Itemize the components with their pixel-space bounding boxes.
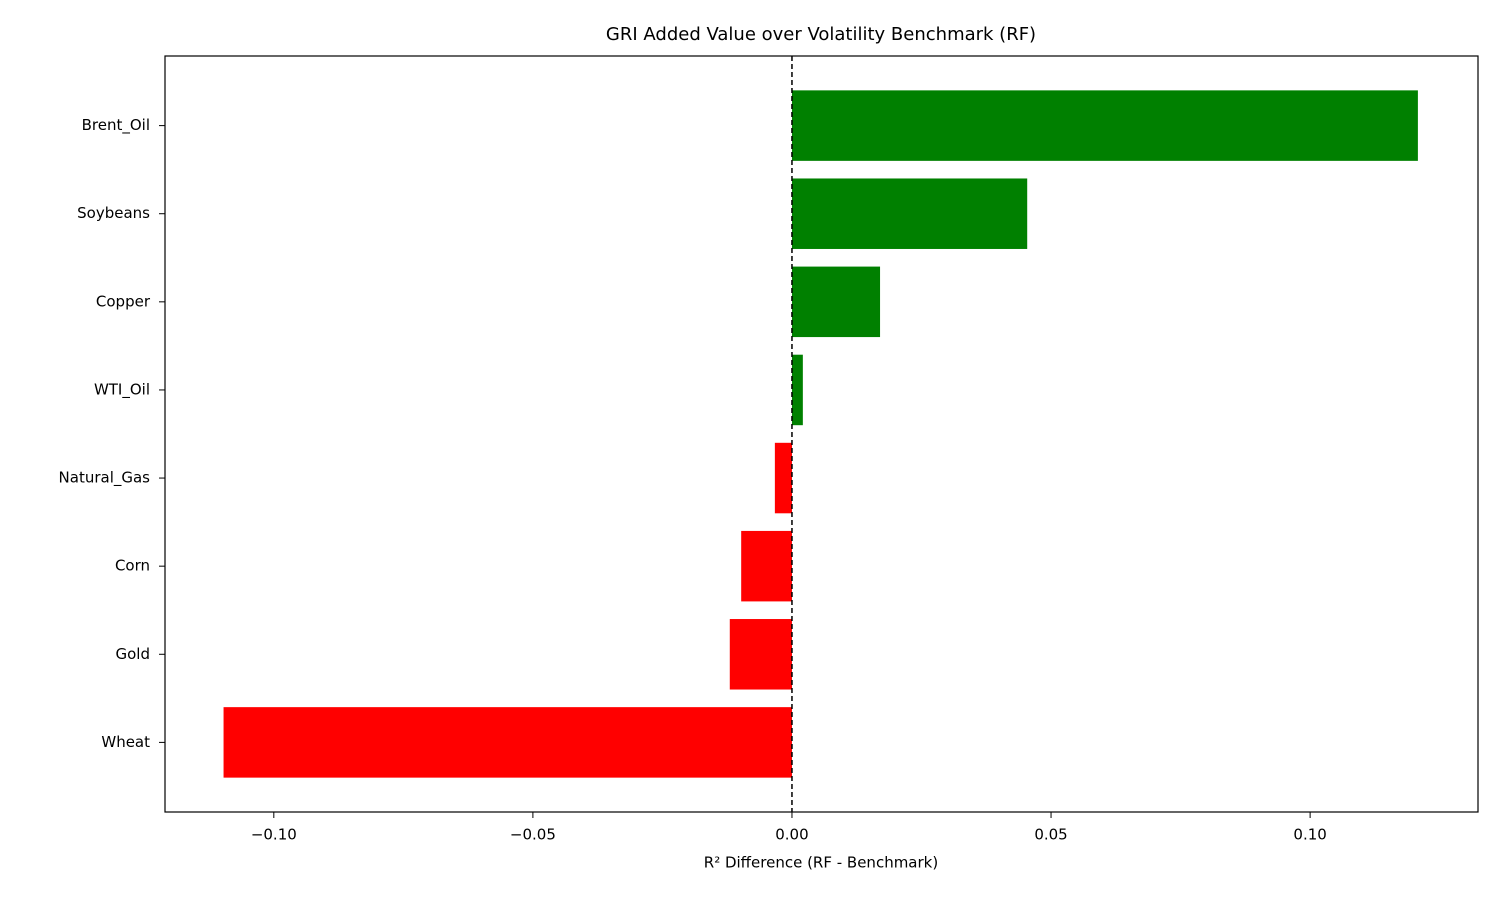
bar [741, 530, 792, 602]
plot-frame [164, 55, 1479, 813]
x-tick-label: 0.10 [1293, 826, 1326, 844]
bar [791, 90, 1418, 161]
bar [791, 266, 881, 338]
bar [791, 354, 803, 426]
y-tick-label: Soybeans [77, 204, 150, 222]
bar [729, 619, 792, 690]
x-tick-label: −0.10 [251, 826, 297, 844]
bar [774, 442, 792, 514]
bar [223, 707, 792, 778]
bar [791, 178, 1028, 249]
y-tick-label: Gold [116, 645, 151, 663]
y-tick-label: Copper [96, 292, 151, 310]
x-axis-label: R² Difference (RF - Benchmark) [704, 854, 938, 872]
y-tick-label: Corn [115, 557, 150, 575]
y-tick-label: WTI_Oil [94, 380, 150, 399]
chart-title: GRI Added Value over Volatility Benchmar… [606, 24, 1036, 45]
x-tick-label: 0.05 [1034, 826, 1067, 844]
y-tick-label: Natural_Gas [59, 469, 151, 488]
y-tick-label: Brent_Oil [82, 116, 150, 135]
x-tick-label: 0.00 [775, 826, 808, 844]
x-tick-label: −0.05 [510, 826, 556, 844]
y-tick-label: Wheat [101, 733, 150, 751]
